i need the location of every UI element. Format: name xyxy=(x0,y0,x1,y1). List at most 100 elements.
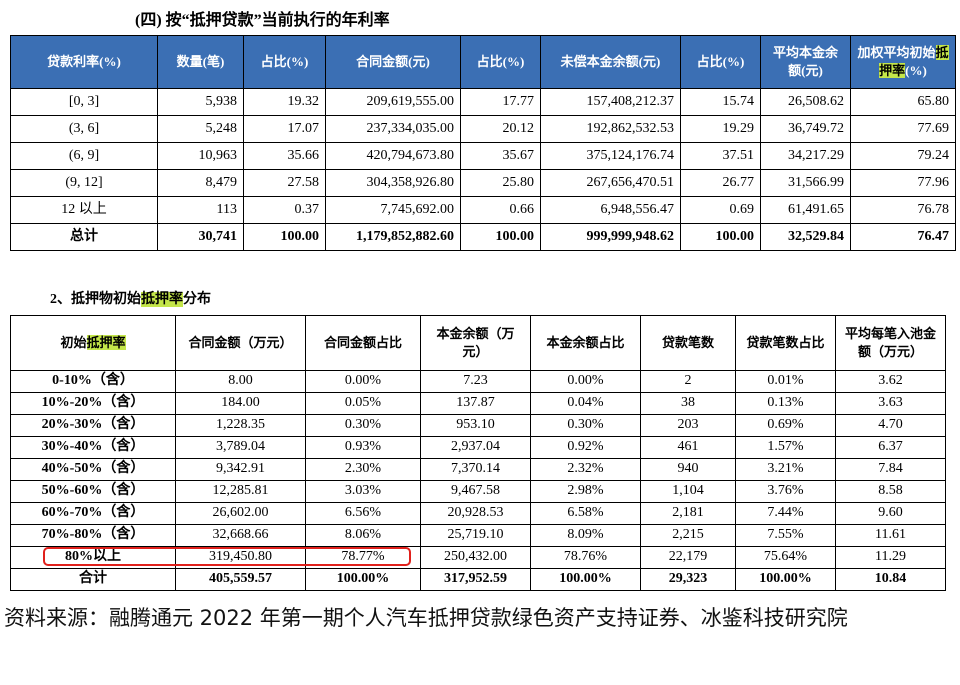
cell: 77.69 xyxy=(850,115,956,143)
cell: 20.12 xyxy=(460,115,541,143)
cell: 2.32% xyxy=(530,458,641,481)
total-cell: 999,999,948.62 xyxy=(540,223,681,251)
total-row: 总计 30,741 100.00 1,179,852,882.60 100.00 999,… xyxy=(10,223,956,251)
cell: 0.00% xyxy=(530,370,641,393)
cell: 60%-70%（含） xyxy=(10,502,176,525)
total-cell: 合计 xyxy=(10,568,176,591)
text-segment: 抵押率 xyxy=(141,292,183,307)
text-segment: (%) xyxy=(905,63,927,78)
cell: 0.93% xyxy=(305,436,421,459)
cell: 0.69% xyxy=(735,414,836,437)
cell: 6.56% xyxy=(305,502,421,525)
cell: 26,602.00 xyxy=(175,502,306,525)
data-row: (6, 9] 10,963 35.66 420,794,673.80 35.67 375,… xyxy=(10,142,956,170)
data-row: 0-10%（含） 8.00 0.00% 7.23 0.00% 2 0.01% 3.62 xyxy=(10,370,946,393)
total-cell: 405,559.57 xyxy=(175,568,306,591)
data-row: 60%-70%（含） 26,602.00 6.56% 20,928.53 6.58% 2,… xyxy=(10,502,946,525)
header-cell: 贷款笔数占比 xyxy=(735,315,836,371)
data-row: 12 以上 113 0.37 7,745,692.00 0.66 6,948,556.47… xyxy=(10,196,956,224)
cell: 8.06% xyxy=(305,524,421,547)
cell: 77.96 xyxy=(850,169,956,197)
data-row: 40%-50%（含） 9,342.91 2.30% 7,370.14 2.32% 940 3… xyxy=(10,458,946,481)
cell: 19.29 xyxy=(680,115,761,143)
cell: (6, 9] xyxy=(10,142,158,170)
cell: 7,745,692.00 xyxy=(325,196,461,224)
cell: 0.30% xyxy=(305,414,421,437)
data-row: 50%-60%（含） 12,285.81 3.03% 9,467.58 2.98% 1,1… xyxy=(10,480,946,503)
cell: 4.70 xyxy=(835,414,946,437)
cell: 5,938 xyxy=(157,88,244,116)
cell: 3.03% xyxy=(305,480,421,503)
text-segment: 分布 xyxy=(183,292,211,307)
cell: 2,181 xyxy=(640,502,736,525)
cell: 0.37 xyxy=(243,196,326,224)
cell: 26,508.62 xyxy=(760,88,851,116)
cell: 9,342.91 xyxy=(175,458,306,481)
cell: 15.74 xyxy=(680,88,761,116)
cell: 1.57% xyxy=(735,436,836,459)
cell: 250,432.00 xyxy=(420,546,531,569)
cell: 76.78 xyxy=(850,196,956,224)
cell: 35.67 xyxy=(460,142,541,170)
cell: 9,467.58 xyxy=(420,480,531,503)
total-cell: 29,323 xyxy=(640,568,736,591)
cell: 61,491.65 xyxy=(760,196,851,224)
cell: 30%-40%（含） xyxy=(10,436,176,459)
header-cell: 合同金额（万元） xyxy=(175,315,306,371)
cell: 36,749.72 xyxy=(760,115,851,143)
cell: (3, 6] xyxy=(10,115,158,143)
data-row: (3, 6] 5,248 17.07 237,334,035.00 20.12 192,8… xyxy=(10,115,956,143)
header-cell: 未偿本金余额(元) xyxy=(540,35,681,89)
cell: 9.60 xyxy=(835,502,946,525)
data-row: 20%-30%（含） 1,228.35 0.30% 953.10 0.30% 203 0.6… xyxy=(10,414,946,437)
cell: 32,668.66 xyxy=(175,524,306,547)
table-title: (四) 按“抵押贷款”当前执行的年利率 xyxy=(135,12,390,29)
cell: (9, 12] xyxy=(10,169,158,197)
cell: 6.37 xyxy=(835,436,946,459)
cell: 3.63 xyxy=(835,392,946,415)
total-row: 合计 405,559.57 100.00% 317,952.59 100.00% 29,3… xyxy=(10,568,946,591)
cell: 461 xyxy=(640,436,736,459)
cell: 38 xyxy=(640,392,736,415)
cell: 19.32 xyxy=(243,88,326,116)
data-row: 70%-80%（含） 32,668.66 8.06% 25,719.10 8.09% 2,… xyxy=(10,524,946,547)
cell: 1,104 xyxy=(640,480,736,503)
cell: 22,179 xyxy=(640,546,736,569)
cell: 203 xyxy=(640,414,736,437)
cell: 12,285.81 xyxy=(175,480,306,503)
cell: 25,719.10 xyxy=(420,524,531,547)
cell: 6.58% xyxy=(530,502,641,525)
source-note: 资料来源：融腾通元 2022 年第一期个人汽车抵押贷款绿色资产支持证券、冰鉴科技… xyxy=(4,606,848,630)
cell: 25.80 xyxy=(460,169,541,197)
header-cell: 占比(%) xyxy=(680,35,761,89)
cell: 237,334,035.00 xyxy=(325,115,461,143)
cell: 113 xyxy=(157,196,244,224)
total-cell: 100.00 xyxy=(460,223,541,251)
header-row: 初始抵押率 合同金额（万元） 合同金额占比 本金余额（万元） 本金余额占比 贷款笔数 贷款笔… xyxy=(10,315,946,371)
cell: 8,479 xyxy=(157,169,244,197)
cell: 2 xyxy=(640,370,736,393)
cell: 11.61 xyxy=(835,524,946,547)
cell: 375,124,176.74 xyxy=(540,142,681,170)
cell: 420,794,673.80 xyxy=(325,142,461,170)
cell: 304,358,926.80 xyxy=(325,169,461,197)
cell: 27.58 xyxy=(243,169,326,197)
cell: 3,789.04 xyxy=(175,436,306,459)
cell: 0.66 xyxy=(460,196,541,224)
header-cell: 本金余额占比 xyxy=(530,315,641,371)
data-row: [0, 3] 5,938 19.32 209,619,555.00 17.77 157,4… xyxy=(10,88,956,116)
header-cell: 贷款利率(%) xyxy=(10,35,158,89)
cell: 3.21% xyxy=(735,458,836,481)
cell: 2.30% xyxy=(305,458,421,481)
cell: 184.00 xyxy=(175,392,306,415)
header-cell: 加权平均初始抵押率(%) xyxy=(850,35,956,89)
cell: 0.00% xyxy=(305,370,421,393)
cell: 0.30% xyxy=(530,414,641,437)
total-cell: 1,179,852,882.60 xyxy=(325,223,461,251)
cell: 0.01% xyxy=(735,370,836,393)
cell: 0.69 xyxy=(680,196,761,224)
cell: 17.07 xyxy=(243,115,326,143)
data-row: (9, 12] 8,479 27.58 304,358,926.80 25.80 267,… xyxy=(10,169,956,197)
header-cell: 合同金额(元) xyxy=(325,35,461,89)
total-cell: 10.84 xyxy=(835,568,946,591)
